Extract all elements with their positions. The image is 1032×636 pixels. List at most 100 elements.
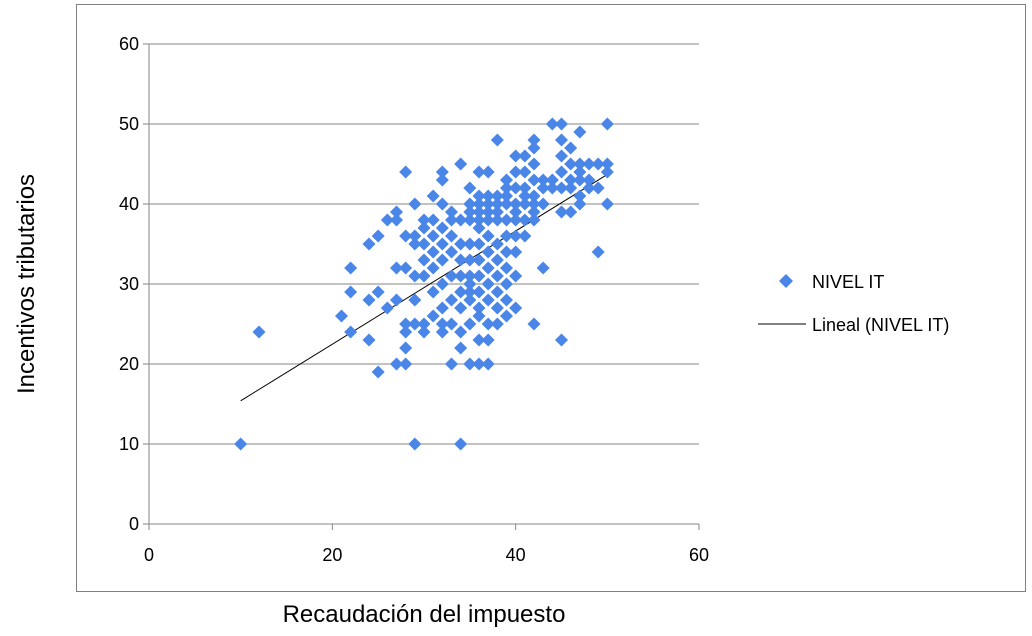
data-point-diamond <box>472 333 486 347</box>
data-point-diamond <box>454 237 468 251</box>
data-point-diamond <box>390 205 403 219</box>
data-point-diamond <box>481 189 495 203</box>
data-point-diamond <box>435 237 449 251</box>
data-point-diamond <box>509 149 523 163</box>
data-point-diamond <box>481 197 495 211</box>
data-point-diamond <box>527 317 541 331</box>
data-point-diamond <box>335 309 348 323</box>
data-point-diamond <box>518 165 532 179</box>
data-point-diamond <box>472 221 486 235</box>
data-point-diamond <box>573 189 587 203</box>
data-point-diamond <box>454 285 468 299</box>
data-point-diamond <box>435 325 449 339</box>
data-point-diamond <box>518 181 532 195</box>
data-point-diamond <box>426 261 440 275</box>
data-point-diamond <box>435 277 449 291</box>
data-point-diamond <box>600 165 614 179</box>
data-point-diamond <box>490 205 504 219</box>
data-point-diamond <box>509 205 523 219</box>
data-point-diamond <box>518 213 532 227</box>
data-point-diamond <box>408 293 422 307</box>
data-point-diamond <box>435 197 449 211</box>
data-point-diamond <box>481 261 495 275</box>
trendline <box>240 173 608 402</box>
data-point-diamond <box>472 309 486 323</box>
data-point-diamond <box>555 181 568 195</box>
data-point-diamond <box>536 181 550 195</box>
data-point-diamond <box>417 325 431 339</box>
data-point-diamond <box>399 229 413 243</box>
legend-label-trendline: Lineal (NIVEL IT) <box>812 315 949 335</box>
data-point-diamond <box>500 181 513 195</box>
data-point-diamond <box>399 165 413 179</box>
data-point-diamond <box>573 173 587 187</box>
data-point-diamond <box>481 245 495 259</box>
data-point-diamond <box>573 157 587 171</box>
data-point-diamond <box>490 253 504 267</box>
data-point-diamond <box>481 357 495 371</box>
data-point-diamond <box>390 357 403 371</box>
data-point-diamond <box>509 213 523 227</box>
data-point-diamond <box>573 197 587 211</box>
data-point-diamond <box>490 269 504 283</box>
y-tick-label: 50 <box>119 114 139 134</box>
data-point-diamond <box>380 301 394 315</box>
axes <box>143 43 700 530</box>
data-point-diamond <box>472 237 486 251</box>
data-point-diamond <box>371 285 385 299</box>
y-tick-label: 40 <box>119 194 139 214</box>
data-point-diamond <box>481 213 495 227</box>
data-point-diamond <box>472 357 486 371</box>
data-point-diamond <box>555 117 568 131</box>
data-point-diamond <box>490 213 504 227</box>
data-point-diamond <box>445 213 458 227</box>
data-point-diamond <box>399 341 413 355</box>
data-point-diamond <box>472 197 486 211</box>
data-point-diamond <box>509 197 523 211</box>
data-point-diamond <box>481 277 495 291</box>
data-point-diamond <box>344 285 358 299</box>
data-point-diamond <box>426 189 440 203</box>
data-point-diamond <box>234 437 248 451</box>
data-point-diamond <box>518 197 532 211</box>
data-point-diamond <box>417 253 431 267</box>
data-point-diamond <box>445 229 458 243</box>
data-point-diamond <box>362 333 376 347</box>
data-point-diamond <box>463 181 477 195</box>
data-point-diamond <box>509 245 523 259</box>
data-point-diamond <box>463 237 477 251</box>
data-point-diamond <box>472 189 486 203</box>
data-point-diamond <box>362 293 376 307</box>
data-point-diamond <box>454 253 468 267</box>
data-point-diamond <box>527 189 541 203</box>
data-point-diamond <box>371 365 385 379</box>
x-tick-label: 60 <box>689 545 709 565</box>
data-point-diamond <box>472 165 486 179</box>
data-point-diamond <box>454 269 468 283</box>
data-point-diamond <box>435 317 449 331</box>
data-point-diamond <box>454 213 468 227</box>
data-point-diamond <box>445 269 458 283</box>
x-tick-label: 0 <box>144 545 154 565</box>
data-point-diamond <box>555 133 568 147</box>
data-point-diamond <box>481 229 495 243</box>
data-point-diamond <box>500 197 513 211</box>
data-point-diamond <box>344 325 358 339</box>
data-point-diamond <box>472 301 486 315</box>
data-point-diamond <box>472 269 486 283</box>
data-point-diamond <box>445 245 458 259</box>
data-point-diamond <box>600 117 614 131</box>
data-point-diamond <box>252 325 266 339</box>
data-point-diamond <box>490 197 504 211</box>
data-point-diamond <box>481 205 495 219</box>
trendline-layer <box>240 173 608 402</box>
data-point-diamond <box>417 237 431 251</box>
data-point-diamond <box>527 205 541 219</box>
y-tick-label: 60 <box>119 34 139 54</box>
data-point-diamond <box>555 149 568 163</box>
data-point-diamond <box>472 253 486 267</box>
data-point-diamond <box>527 157 541 171</box>
legend: NIVEL IT Lineal (NIVEL IT) <box>758 272 949 335</box>
data-point-diamond <box>463 317 477 331</box>
